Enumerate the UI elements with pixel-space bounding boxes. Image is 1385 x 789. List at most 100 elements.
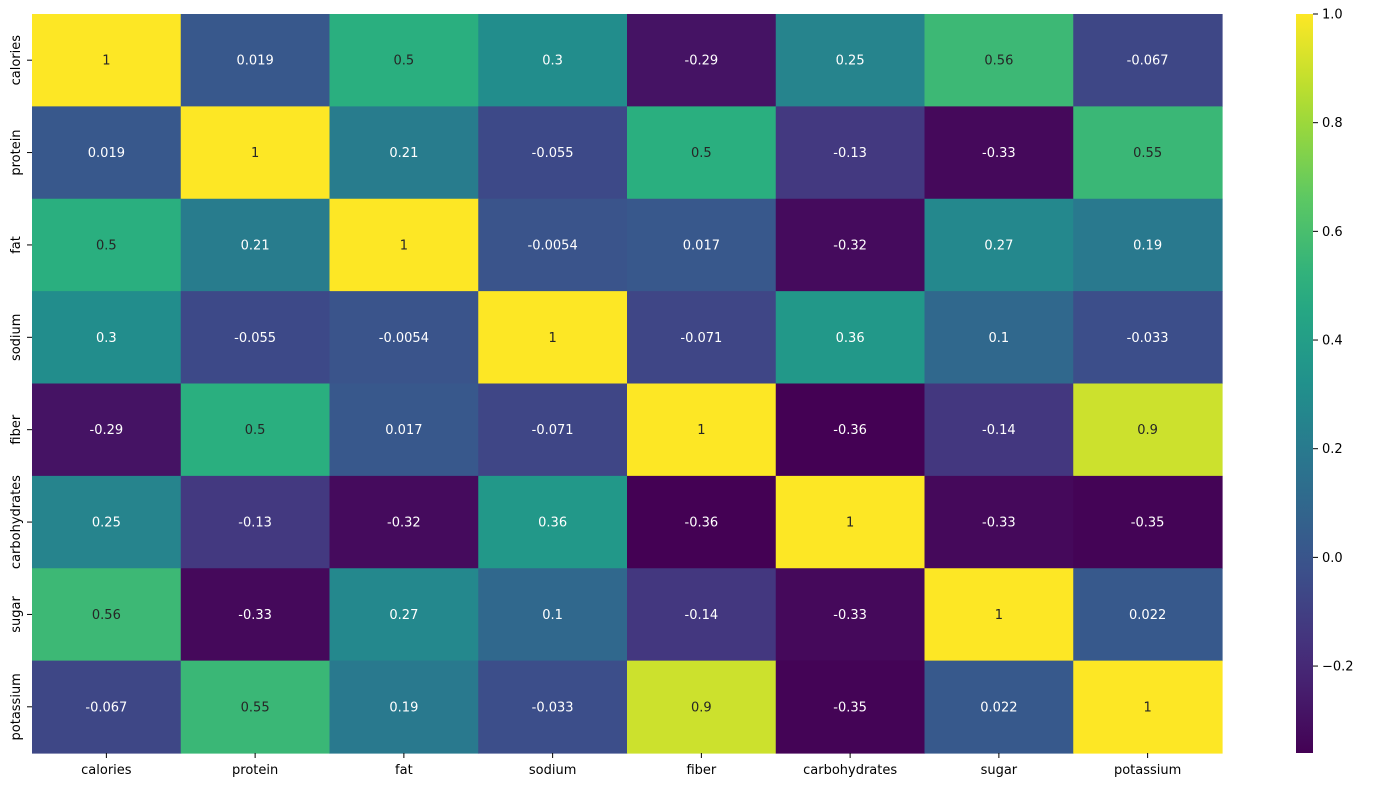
cell-annotation: -0.35 [833, 700, 867, 715]
heatmap-cell-protein-fat [329, 106, 479, 200]
cell-annotation: 0.55 [241, 700, 270, 715]
heatmap-cell-carbohydrates-sugar [924, 475, 1074, 569]
cell-annotation: -0.32 [833, 238, 867, 253]
heatmap-cell-fiber-sodium [478, 383, 628, 477]
heatmap-cell-potassium-fiber [627, 660, 777, 754]
heatmap-cell-sugar-fiber [627, 568, 777, 662]
cell-annotation: -0.33 [833, 608, 867, 623]
cell-annotation: -0.033 [532, 700, 574, 715]
x-tick-label: fat [395, 763, 413, 778]
cell-annotation: 1 [995, 608, 1003, 623]
cell-annotation: 0.27 [984, 238, 1013, 253]
cell-annotation: 0.5 [691, 146, 712, 161]
cell-annotation: -0.14 [982, 423, 1016, 438]
y-tick-label: protein [9, 129, 24, 175]
cell-annotation: 0.56 [92, 608, 121, 623]
y-tick-label: potassium [9, 673, 24, 740]
cell-annotation: 0.21 [241, 238, 270, 253]
y-tick-label: sugar [9, 595, 24, 632]
y-tick-label: calories [9, 35, 24, 86]
cell-annotation: 0.5 [394, 54, 415, 69]
cell-annotation: 0.022 [1129, 608, 1166, 623]
cell-annotation: 0.36 [836, 331, 865, 346]
cell-annotation: -0.29 [685, 54, 719, 69]
heatmap-cell-sodium-protein [180, 291, 331, 385]
cell-annotation: 1 [548, 331, 556, 346]
cell-annotation: 0.9 [691, 700, 712, 715]
heatmap-cell-fat-carbohydrates [775, 198, 926, 292]
cell-annotation: -0.33 [238, 608, 272, 623]
heatmap-cells [32, 14, 1223, 754]
cell-annotation: -0.071 [532, 423, 574, 438]
cell-annotation: -0.13 [238, 516, 272, 531]
cell-annotation: 0.019 [237, 54, 274, 69]
colorbar-tick-label: 0.8 [1322, 116, 1343, 131]
heatmap-cell-fiber-carbohydrates [775, 383, 926, 477]
heatmap-cell-potassium-sugar [924, 660, 1074, 754]
heatmap-cell-fiber-sugar [924, 383, 1074, 477]
cell-annotation: -0.067 [85, 700, 127, 715]
cell-annotation: 0.5 [96, 238, 117, 253]
heatmap-cell-calories-protein [180, 14, 331, 107]
cell-annotation: -0.35 [1131, 516, 1165, 531]
heatmap-cell-carbohydrates-calories [32, 475, 182, 569]
y-tick-label: fat [9, 236, 24, 254]
cell-annotation: -0.0054 [528, 238, 578, 253]
cell-annotation: 0.21 [389, 146, 418, 161]
heatmap-cell-protein-fiber [627, 106, 777, 200]
x-tick-label: carbohydrates [803, 763, 897, 778]
heatmap-cell-protein-carbohydrates [775, 106, 926, 200]
colorbar-tick-label: 0.6 [1322, 225, 1343, 240]
heatmap-cell-sodium-potassium [1073, 291, 1223, 385]
cell-annotation: 0.25 [92, 516, 121, 531]
heatmap-cell-potassium-carbohydrates [775, 660, 926, 754]
heatmap-cell-fat-fat [329, 198, 479, 292]
cell-annotation: -0.36 [833, 423, 867, 438]
colorbar-gradient [1296, 14, 1313, 753]
heatmap-cell-fiber-protein [180, 383, 331, 477]
x-tick-label: potassium [1114, 763, 1181, 778]
cell-annotation: -0.29 [90, 423, 124, 438]
heatmap-cell-potassium-calories [32, 660, 182, 754]
cell-annotation: 1 [102, 54, 110, 69]
cell-annotation: 0.55 [1133, 146, 1162, 161]
cell-annotation: 0.19 [389, 700, 418, 715]
heatmap-cell-sugar-fat [329, 568, 479, 662]
heatmap-cell-protein-sodium [478, 106, 628, 200]
colorbar-tick-label: −0.2 [1322, 660, 1354, 675]
heatmap-cell-fat-potassium [1073, 198, 1223, 292]
heatmap-cell-fat-fiber [627, 198, 777, 292]
heatmap-cell-calories-sodium [478, 14, 628, 107]
heatmap-cell-sugar-protein [180, 568, 331, 662]
cell-annotation: 0.017 [385, 423, 422, 438]
heatmap-cell-fiber-fiber [627, 383, 777, 477]
heatmap-cell-potassium-sodium [478, 660, 628, 754]
cell-annotation: 0.36 [538, 516, 567, 531]
cell-annotation: 0.19 [1133, 238, 1162, 253]
heatmap-cell-calories-fat [329, 14, 479, 107]
cell-annotation: -0.13 [833, 146, 867, 161]
heatmap-cell-fiber-potassium [1073, 383, 1223, 477]
heatmap-cell-sugar-calories [32, 568, 182, 662]
colorbar: 1.0 0.8 0.6 0.4 0.2 0.0 −0.2 [1296, 8, 1354, 753]
heatmap-cell-carbohydrates-carbohydrates [775, 475, 926, 569]
cell-annotation: -0.36 [685, 516, 719, 531]
heatmap-cell-potassium-protein [180, 660, 331, 754]
heatmap-cell-carbohydrates-potassium [1073, 475, 1223, 569]
heatmap-cell-fat-sodium [478, 198, 628, 292]
heatmap-cell-fat-protein [180, 198, 331, 292]
heatmap-cell-potassium-potassium [1073, 660, 1223, 754]
cell-annotation: 0.27 [389, 608, 418, 623]
colorbar-tick-label: 0.0 [1322, 551, 1343, 566]
cell-annotation: -0.055 [532, 146, 574, 161]
cell-annotation: 0.56 [984, 54, 1013, 69]
heatmap-cell-calories-potassium [1073, 14, 1223, 107]
cell-annotation: 0.3 [542, 54, 563, 69]
heatmap-cell-sodium-sodium [478, 291, 628, 385]
cell-annotation: -0.033 [1127, 331, 1169, 346]
cell-annotation: 1 [697, 423, 705, 438]
heatmap-cell-carbohydrates-protein [180, 475, 331, 569]
x-tick-label: protein [232, 763, 278, 778]
